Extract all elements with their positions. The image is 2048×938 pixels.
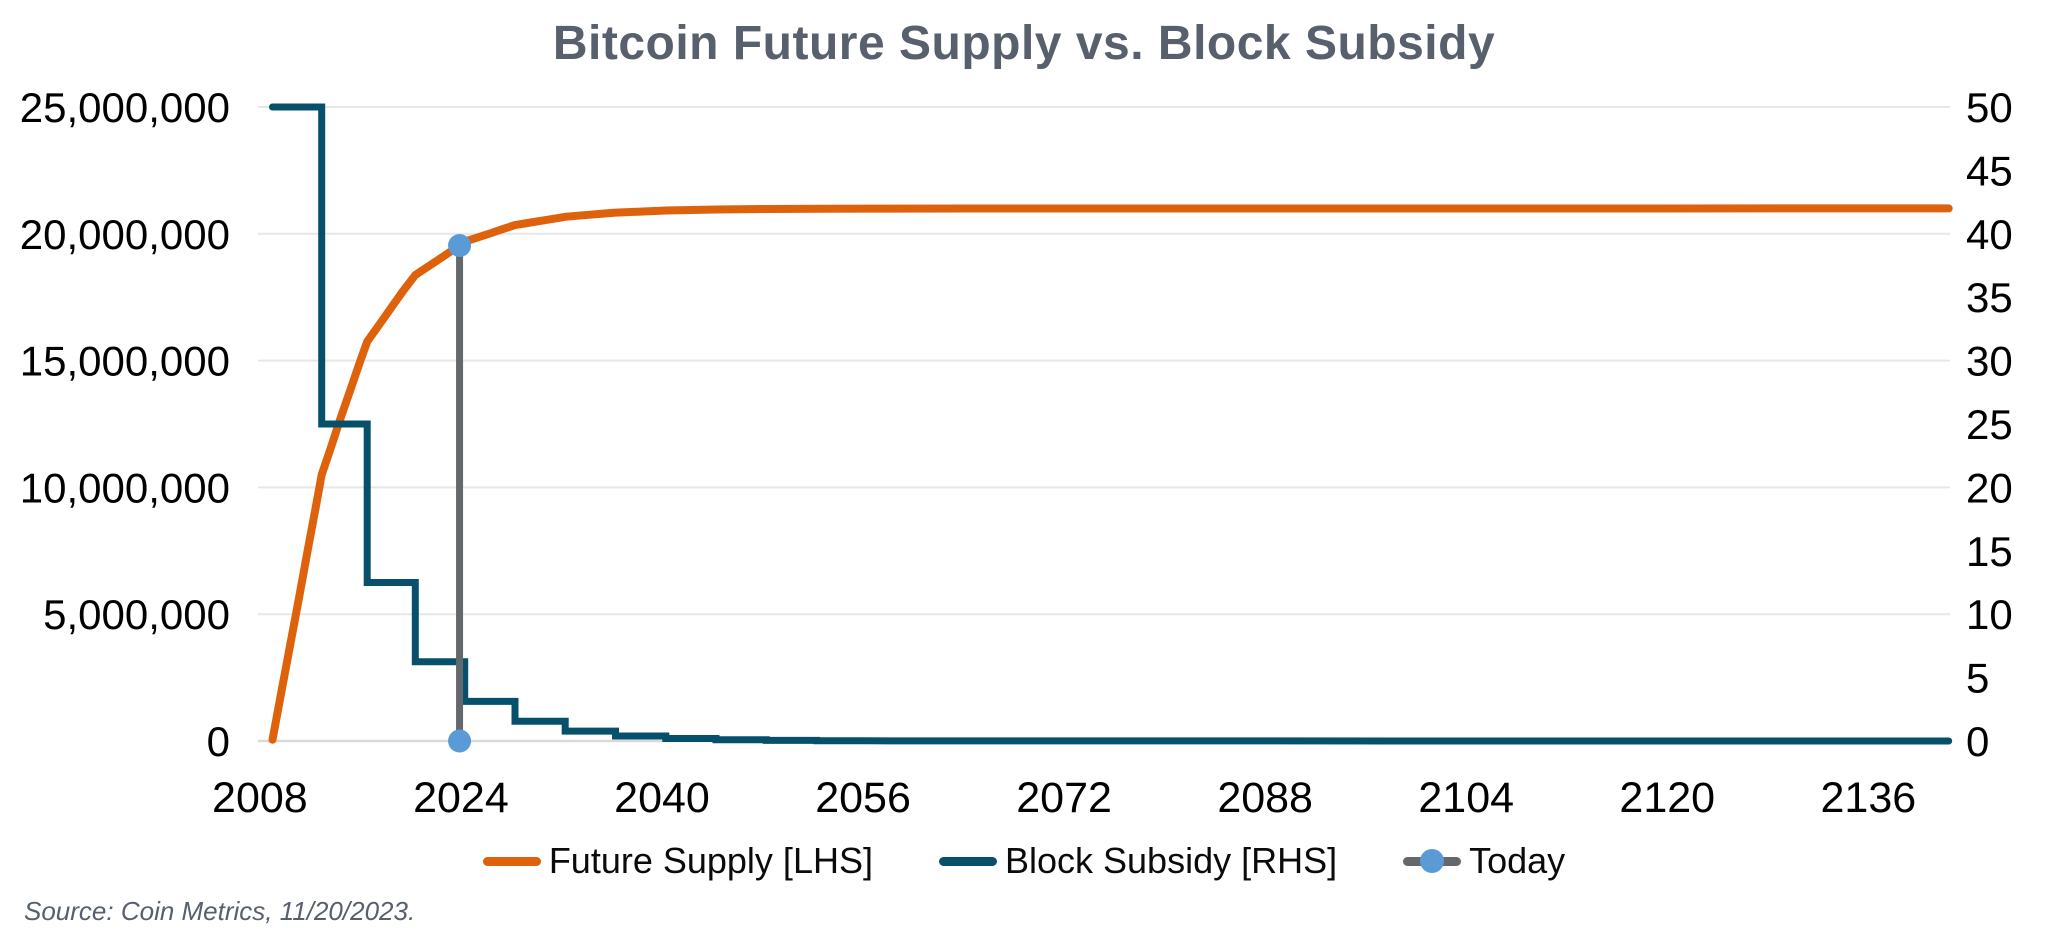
- y-right-tick-label: 10: [1966, 591, 2013, 638]
- future-supply-line-swatch: [482, 856, 541, 866]
- legend-item-future-supply: Future Supply [LHS]: [482, 840, 873, 882]
- y-right-tick-label: 45: [1966, 147, 2013, 194]
- x-axis-tick-label: 2056: [815, 774, 911, 822]
- source-note: Source: Coin Metrics, 11/20/2023.: [24, 896, 416, 926]
- today-marker-dot-top: [448, 233, 472, 257]
- today-marker-dot-bottom: [448, 729, 472, 753]
- x-axis-tick-label: 2120: [1619, 774, 1715, 822]
- legend-item-block-subsidy: Block Subsidy [RHS]: [938, 840, 1338, 882]
- legend-label-future-supply: Future Supply [LHS]: [548, 840, 873, 881]
- y-left-tick-label: 10,000,000: [20, 464, 230, 511]
- legend-label-block-subsidy: Block Subsidy [RHS]: [1004, 840, 1338, 881]
- legend-item-today: Today: [1403, 840, 1565, 882]
- y-right-tick-label: 30: [1966, 338, 2013, 385]
- y-right-tick-label: 40: [1966, 211, 2013, 258]
- y-left-tick-label: 15,000,000: [20, 338, 230, 385]
- x-axis-tick-label: 2136: [1820, 774, 1916, 822]
- x-axis-tick-label: 2040: [614, 774, 710, 822]
- x-axis-tick-label: 2072: [1016, 774, 1112, 822]
- x-axis-tick-label: 2008: [212, 774, 308, 822]
- block-subsidy-line-swatch: [938, 856, 997, 866]
- y-right-tick-label: 50: [1966, 84, 2013, 131]
- y-right-tick-label: 0: [1966, 718, 1989, 765]
- today-dot-icon: [1420, 848, 1445, 873]
- legend: Future Supply [LHS] Block Subsidy [RHS] …: [0, 840, 2048, 882]
- block-subsidy-line: [269, 103, 1953, 745]
- y-left-tick-label: 20,000,000: [20, 211, 230, 258]
- y-right-tick-label: 15: [1966, 528, 2013, 575]
- y-left-tick-label: 25,000,000: [20, 84, 230, 131]
- x-axis-tick-label: 2088: [1217, 774, 1313, 822]
- future-supply-line: [268, 204, 1953, 744]
- chart-title: Bitcoin Future Supply vs. Block Subsidy: [552, 17, 1496, 70]
- y-left-tick-label: 5,000,000: [43, 591, 230, 638]
- y-right-tick-label: 35: [1966, 274, 2013, 321]
- y-right-tick-label: 20: [1966, 464, 2013, 511]
- x-axis-tick-label: 2104: [1418, 774, 1514, 822]
- y-left-tick-label: 0: [207, 718, 230, 765]
- today-line-swatch: [1403, 848, 1462, 873]
- x-axis-tick-label: 2024: [413, 774, 509, 822]
- legend-label-today: Today: [1469, 840, 1566, 881]
- y-right-tick-label: 25: [1966, 401, 2013, 448]
- y-right-tick-label: 5: [1966, 655, 1989, 702]
